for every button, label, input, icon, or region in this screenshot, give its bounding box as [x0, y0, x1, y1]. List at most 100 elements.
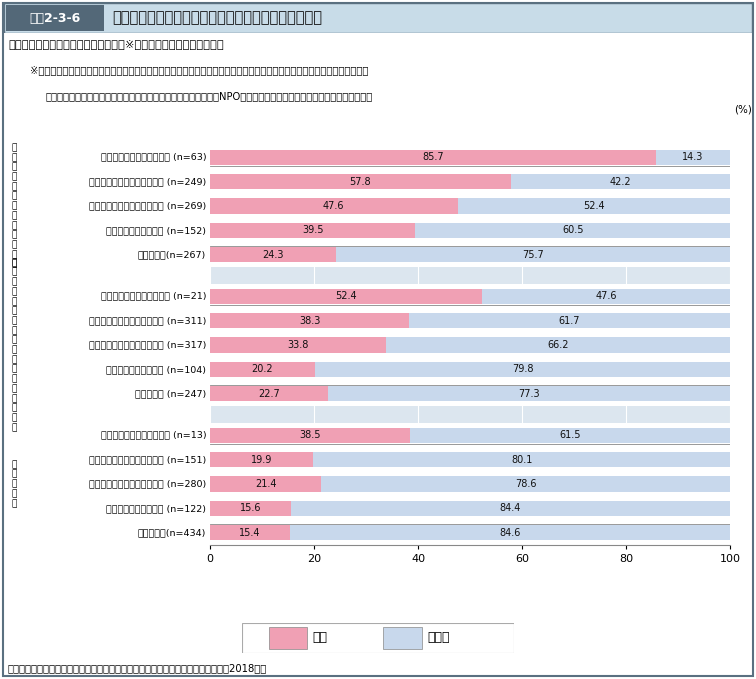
Text: 85.7: 85.7: [422, 152, 444, 162]
Text: わからない(n=267): わからない(n=267): [138, 251, 206, 259]
Text: 行われていないと思う (n=122): 行われていないと思う (n=122): [107, 504, 206, 513]
Text: あまり行われていないと思う (n=269): あまり行われていないと思う (n=269): [89, 202, 206, 210]
Text: 79.8: 79.8: [512, 365, 533, 374]
Text: 60.5: 60.5: [562, 225, 584, 236]
Text: ある程度行われていると思う (n=311): ある程度行われていると思う (n=311): [89, 316, 206, 325]
Bar: [210, 174, 730, 189]
Bar: [210, 452, 314, 467]
Bar: [411, 428, 730, 443]
Text: 障
が
い
や
病
気
を
有
す
る
当
事
者: 障 が い や 病 気 を 有 す る 当 事 者: [11, 143, 17, 269]
Bar: [210, 223, 730, 238]
Bar: [210, 198, 730, 213]
Text: 84.6: 84.6: [500, 528, 521, 538]
Text: 42.2: 42.2: [609, 177, 631, 187]
Bar: [210, 501, 291, 516]
Text: 15.4: 15.4: [240, 528, 261, 538]
Bar: [210, 477, 321, 492]
Text: 61.7: 61.7: [559, 316, 581, 326]
Text: 活発に行われていると思う (n=21): 活発に行われていると思う (n=21): [101, 292, 206, 301]
Text: 61.5: 61.5: [559, 430, 581, 440]
Bar: [210, 289, 482, 304]
Bar: [328, 386, 730, 401]
Text: 47.6: 47.6: [596, 291, 617, 301]
Text: 行われていないと思う (n=104): 行われていないと思う (n=104): [107, 365, 206, 374]
Text: 15.6: 15.6: [240, 503, 262, 513]
Text: わからない (n=247): わからない (n=247): [135, 389, 206, 399]
Text: 22.7: 22.7: [258, 389, 280, 399]
Bar: [409, 313, 730, 328]
Bar: [210, 337, 730, 352]
Bar: [314, 452, 730, 467]
Bar: [510, 174, 730, 189]
Bar: [210, 313, 409, 328]
Bar: [210, 526, 290, 540]
Bar: [415, 223, 730, 238]
Text: センター、地域包括支援センター、訪問看護ステーション、NPO法人等が運営する電話相談窓口などを指します。: センター、地域包括支援センター、訪問看護ステーション、NPO法人等が運営する電話…: [45, 91, 373, 101]
Text: 75.7: 75.7: [522, 250, 544, 260]
Text: ある程度行われていると思う (n=249): ある程度行われていると思う (n=249): [89, 177, 206, 186]
Bar: [482, 289, 730, 304]
Text: わからない(n=434): わからない(n=434): [138, 528, 206, 537]
Text: 行われていないと思う (n=152): 行われていないと思う (n=152): [107, 226, 206, 235]
Bar: [210, 289, 730, 304]
Text: 77.3: 77.3: [518, 389, 540, 399]
FancyBboxPatch shape: [242, 623, 514, 653]
Bar: [457, 198, 730, 213]
Bar: [210, 267, 730, 284]
Bar: [210, 223, 415, 238]
Bar: [315, 362, 730, 377]
FancyBboxPatch shape: [3, 3, 753, 676]
Bar: [210, 526, 730, 540]
Bar: [269, 627, 307, 648]
Bar: [290, 526, 730, 540]
Text: そ
の
他
の
者: そ の 他 の 者: [11, 460, 17, 508]
Bar: [210, 501, 730, 516]
Bar: [210, 428, 730, 443]
Text: 図表2-3-6: 図表2-3-6: [29, 12, 81, 24]
Text: 80.1: 80.1: [511, 455, 532, 464]
Text: (%): (%): [734, 105, 752, 115]
Text: 【設問】現在の状況について相談機関※に相談したいと思いますか。: 【設問】現在の状況について相談機関※に相談したいと思いますか。: [8, 39, 224, 49]
Bar: [210, 174, 510, 189]
Text: 57.8: 57.8: [349, 177, 371, 187]
Text: あまり行われていないと思う (n=317): あまり行われていないと思う (n=317): [89, 340, 206, 350]
Text: 47.6: 47.6: [323, 201, 345, 211]
Text: 84.4: 84.4: [500, 503, 521, 513]
Text: 活発に行われていると思う (n=13): 活発に行われていると思う (n=13): [101, 430, 206, 440]
Bar: [210, 386, 730, 401]
Bar: [210, 337, 386, 352]
Bar: [6, 5, 104, 31]
Text: 21.4: 21.4: [255, 479, 277, 489]
Bar: [210, 452, 730, 467]
Text: 39.5: 39.5: [302, 225, 324, 236]
Text: 19.9: 19.9: [251, 455, 272, 464]
Bar: [210, 149, 655, 165]
Text: 66.2: 66.2: [547, 340, 569, 350]
Bar: [210, 386, 328, 401]
Bar: [210, 362, 730, 377]
Text: 52.4: 52.4: [583, 201, 605, 211]
Text: 38.3: 38.3: [299, 316, 321, 326]
Bar: [336, 247, 730, 262]
Bar: [210, 198, 457, 213]
Bar: [210, 247, 336, 262]
Text: 身
近
に
障
が
い
や
病
気
を
有
す
る
者
が
い
る
者: 身 近 に 障 が い や 病 気 を 有 す る 者 が い る 者: [11, 258, 17, 432]
Text: 資料：厚生労働省政策統括官付政策評価官室委託「自立支援に関する意識調査」（2018年）: 資料：厚生労働省政策統括官付政策評価官室委託「自立支援に関する意識調査」（201…: [8, 663, 267, 674]
Bar: [210, 406, 730, 423]
Text: はい: はい: [313, 631, 327, 644]
Text: 地域活動の展開状況への所感と相談機関への相談希望: 地域活動の展開状況への所感と相談機関への相談希望: [112, 10, 322, 26]
Text: あまり行われていないと思う (n=280): あまり行われていないと思う (n=280): [89, 479, 206, 488]
Text: 活発に行われていると思う (n=63): 活発に行われていると思う (n=63): [101, 153, 206, 162]
Bar: [321, 477, 730, 492]
Text: 38.5: 38.5: [299, 430, 321, 440]
Text: 24.3: 24.3: [262, 250, 284, 260]
Bar: [210, 477, 730, 492]
Bar: [386, 337, 730, 352]
Bar: [210, 149, 730, 165]
Bar: [210, 247, 730, 262]
Text: 33.8: 33.8: [287, 340, 308, 350]
Bar: [210, 362, 315, 377]
Bar: [210, 428, 411, 443]
Text: 20.2: 20.2: [252, 365, 274, 374]
Text: ある程度行われていると思う (n=151): ある程度行われていると思う (n=151): [89, 455, 206, 464]
